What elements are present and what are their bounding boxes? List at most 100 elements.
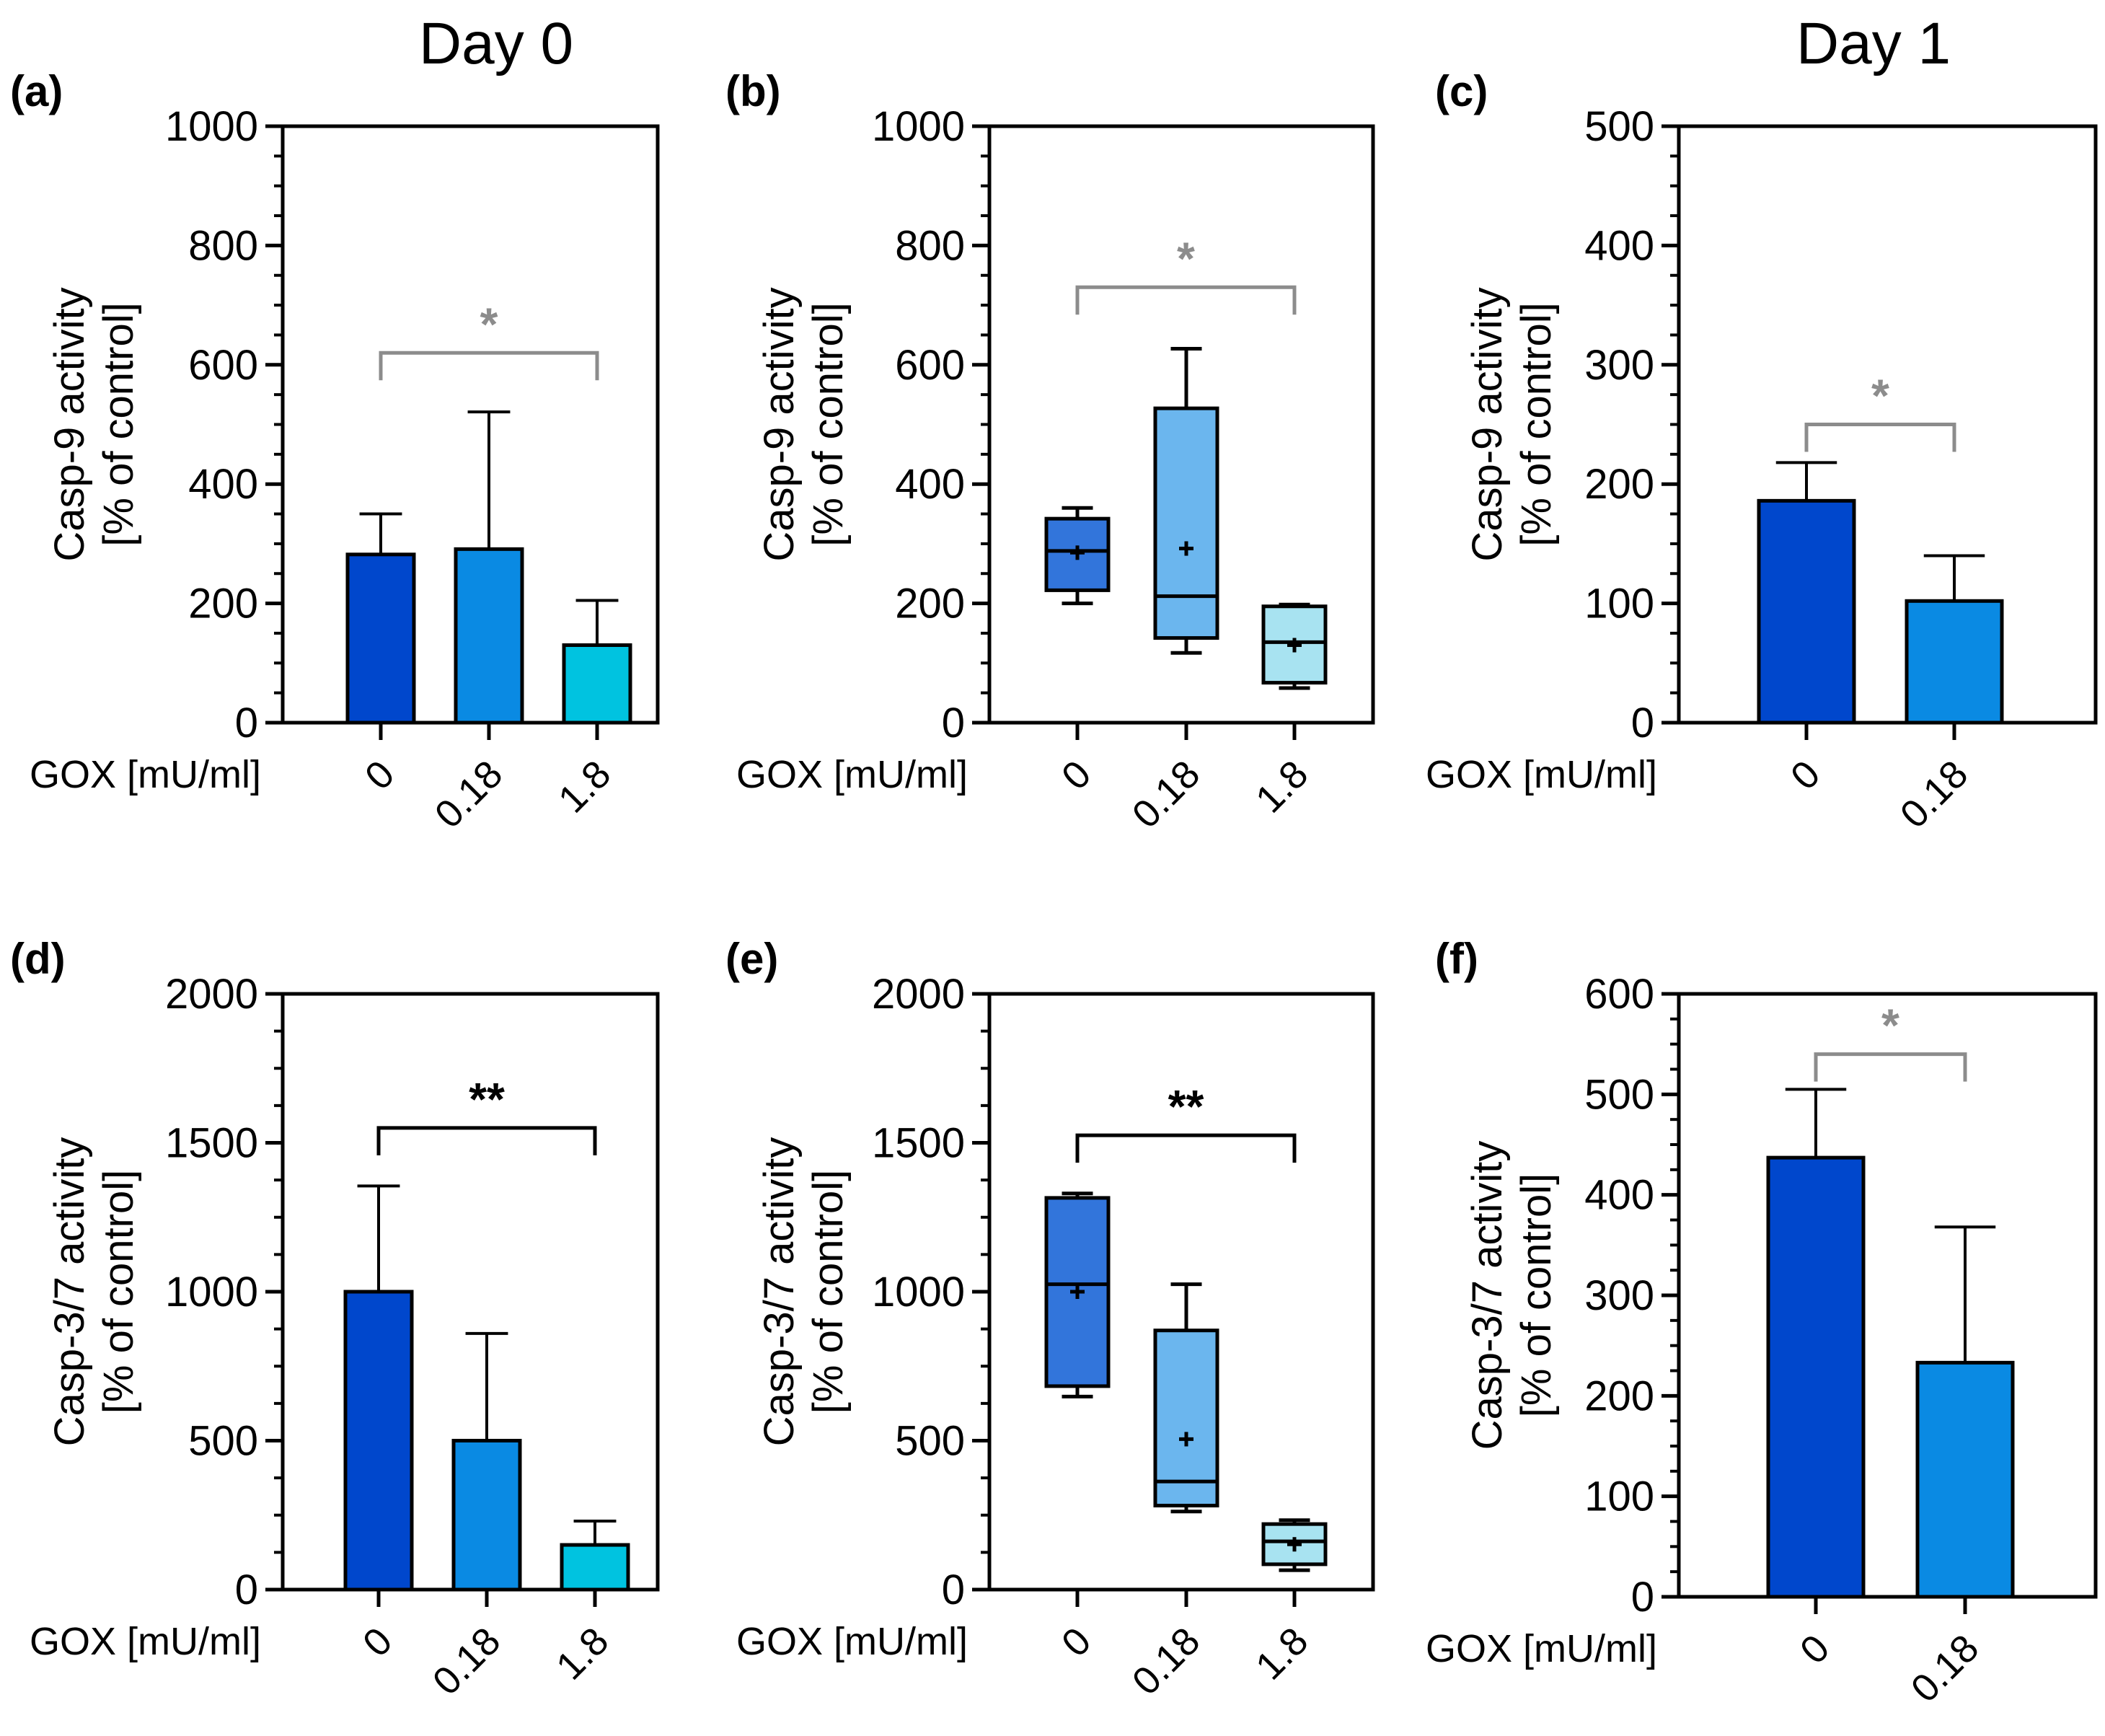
- box-0: [1044, 516, 1111, 592]
- y-axis-label-line2-b: [% of control]: [805, 302, 852, 546]
- y-tick-label: 500: [1584, 1071, 1654, 1118]
- panel-label-e: (e): [725, 935, 778, 983]
- bar-0.18: [451, 1439, 522, 1592]
- y-tick-label: 1000: [165, 103, 258, 150]
- y-tick-label: 400: [1584, 1172, 1654, 1219]
- x-tick-label: 1.8: [550, 752, 619, 821]
- y-tick-label: 400: [1584, 222, 1654, 269]
- panel-label-f: (f): [1435, 935, 1478, 983]
- x-tick-label: 0.18: [1124, 1619, 1209, 1704]
- box-0.18: [1153, 1329, 1219, 1508]
- y-tick-label: 0: [942, 700, 965, 746]
- bar-0: [343, 1290, 414, 1592]
- y-tick-label: 1000: [872, 1269, 965, 1316]
- y-axis-label-line2-c: [% of control]: [1513, 302, 1560, 546]
- x-tick-label: 1.8: [1248, 752, 1317, 821]
- significance-bracket: [376, 1126, 597, 1155]
- panel-c: (c) 0 100 200 300 400 500 Casp-9 activity [% of …: [1426, 67, 2098, 837]
- x-tick-label: 0: [357, 752, 403, 798]
- y-axis-label-line1-c: Casp-9 activity: [1464, 287, 1511, 561]
- y-tick-label: 800: [188, 222, 258, 269]
- y-tick-label: 400: [188, 461, 258, 508]
- x-axis-label-a: GOX [mU/ml]: [30, 753, 261, 796]
- panel-b: (b) 0 200 400 600 800 1000 Casp-9 activity [% of…: [725, 67, 1375, 837]
- panel-label-a: (a): [10, 67, 63, 115]
- y-axis-label-line2-f: [% of control]: [1513, 1173, 1560, 1417]
- y-tick-label: 2000: [872, 971, 965, 1018]
- y-tick-label: 400: [895, 461, 965, 508]
- x-axis-label-f: GOX [mU/ml]: [1426, 1627, 1657, 1670]
- y-axis-label-line2-a: [% of control]: [95, 302, 142, 546]
- significance-marker: *: [1871, 370, 1889, 422]
- panel-label-c: (c): [1435, 67, 1488, 115]
- y-axis-label-line2-d: [% of control]: [95, 1170, 142, 1414]
- y-tick-label: 600: [188, 342, 258, 389]
- significance-marker: *: [480, 298, 498, 350]
- bar-0: [1766, 1155, 1866, 1599]
- x-tick-label: 0.18: [427, 752, 511, 837]
- y-tick-label: 300: [1584, 342, 1654, 389]
- y-tick-label: 800: [895, 222, 965, 269]
- x-axis-label-c: GOX [mU/ml]: [1426, 753, 1657, 796]
- y-tick-label: 500: [1584, 103, 1654, 150]
- header-day0: Day 0: [419, 11, 573, 76]
- y-axis-label-line1-b: Casp-9 activity: [756, 287, 803, 561]
- y-axis-label-line1-a: Casp-9 activity: [46, 287, 93, 561]
- x-tick-label: 0: [1054, 1619, 1100, 1665]
- y-tick-label: 200: [1584, 1373, 1654, 1419]
- bar-1.8: [560, 1543, 630, 1592]
- x-tick-label: 0.18: [1892, 752, 1977, 837]
- significance-bracket: [1075, 1133, 1297, 1163]
- y-tick-label: 500: [188, 1418, 258, 1465]
- y-tick-label: 300: [1584, 1272, 1654, 1319]
- y-tick-label: 1500: [165, 1120, 258, 1167]
- x-axis-label-e: GOX [mU/ml]: [736, 1620, 968, 1663]
- y-tick-label: 200: [1584, 461, 1654, 508]
- y-axis-label-line1-e: Casp-3/7 activity: [756, 1137, 803, 1447]
- bar-1.8: [562, 643, 632, 725]
- y-tick-label: 1500: [872, 1120, 965, 1167]
- x-tick-label: 0: [355, 1619, 401, 1665]
- x-tick-label: 0.18: [425, 1619, 509, 1704]
- y-tick-label: 200: [188, 581, 258, 627]
- y-tick-label: 100: [1584, 581, 1654, 627]
- y-tick-label: 500: [895, 1418, 965, 1465]
- x-tick-label: 1.8: [1248, 1619, 1317, 1688]
- significance-bracket: [379, 351, 599, 381]
- header-day1: Day 1: [1796, 11, 1951, 76]
- x-tick-label: 0: [1792, 1626, 1838, 1673]
- panel-label-b: (b): [725, 67, 781, 115]
- plot-frame-f: [1677, 992, 2098, 1599]
- y-tick-label: 1000: [165, 1269, 258, 1316]
- y-tick-label: 2000: [165, 971, 258, 1018]
- panel-d: (d) 0 500 1000 1500 2000 Casp-3/7 activity [% o…: [10, 935, 660, 1704]
- panel-label-d: (d): [10, 935, 66, 983]
- x-tick-label: 0: [1054, 752, 1100, 798]
- box-0.18: [1153, 406, 1219, 640]
- y-tick-label: 200: [895, 581, 965, 627]
- x-tick-label: 0.18: [1903, 1626, 1987, 1711]
- panel-f: (f) 0 100 200 300 400 500 600 Casp-3/7 activity[…: [1426, 935, 2098, 1711]
- bar-0.18: [1905, 599, 2004, 725]
- y-tick-label: 0: [1631, 700, 1654, 746]
- bar-0: [1757, 498, 1856, 725]
- y-axis-label-line2-e: [% of control]: [805, 1170, 852, 1414]
- significance-marker: **: [469, 1073, 505, 1125]
- x-tick-label: 0: [1783, 752, 1829, 798]
- y-tick-label: 1000: [872, 103, 965, 150]
- bar-0: [345, 552, 416, 725]
- x-axis-label-b: GOX [mU/ml]: [736, 753, 968, 796]
- y-tick-label: 600: [1584, 971, 1654, 1018]
- significance-bracket: [1804, 423, 1956, 452]
- bar-0.18: [1915, 1360, 2015, 1599]
- y-tick-label: 0: [235, 700, 258, 746]
- bar-0.18: [454, 547, 524, 725]
- panel-a: (a) 0 200 400 600 800 1000 Casp-9 activity [% of…: [10, 67, 660, 837]
- y-tick-label: 0: [235, 1567, 258, 1613]
- x-tick-label: 0.18: [1124, 752, 1209, 837]
- significance-bracket: [1814, 1052, 1967, 1082]
- x-tick-label: 1.8: [548, 1619, 617, 1688]
- y-axis-label-line1-d: Casp-3/7 activity: [46, 1137, 93, 1447]
- y-tick-label: 0: [942, 1567, 965, 1613]
